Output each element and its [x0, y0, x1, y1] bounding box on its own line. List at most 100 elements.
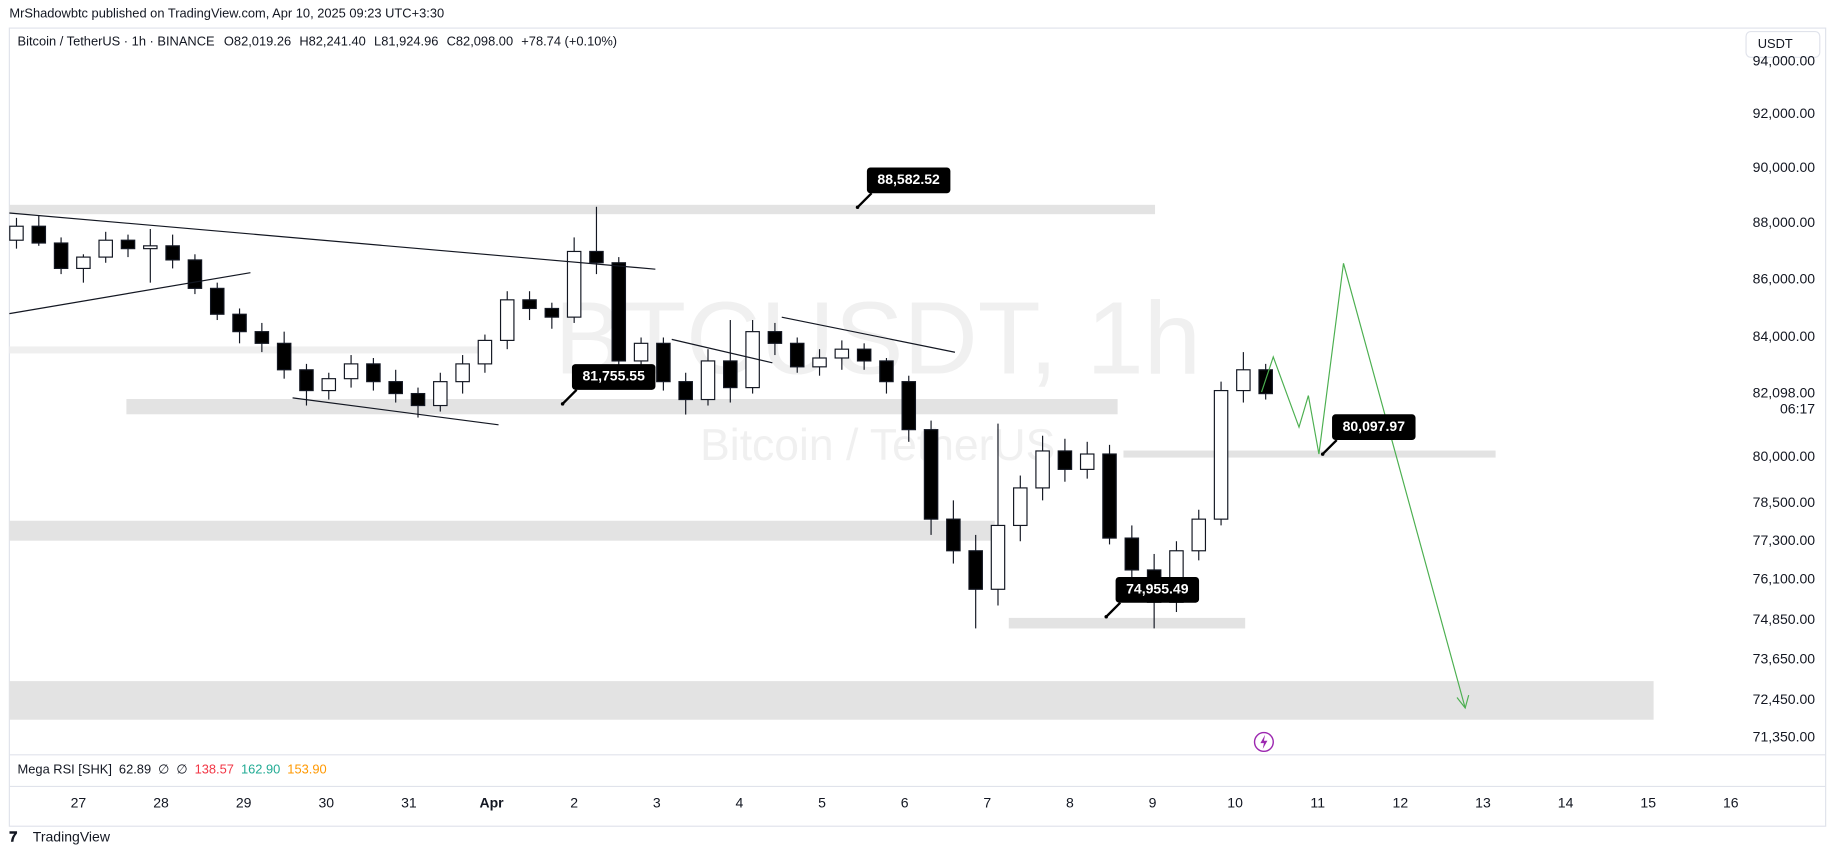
- trendlines: [9, 212, 956, 426]
- alert-icon[interactable]: [1253, 731, 1274, 753]
- candle-body: [856, 348, 872, 362]
- currency-button[interactable]: USDT: [1745, 31, 1821, 58]
- callout-box: [1115, 576, 1200, 603]
- candle-body: [789, 342, 805, 368]
- last-price-label: 82,098.00: [1753, 384, 1816, 400]
- trendline: [671, 338, 773, 364]
- candle-body: [455, 363, 470, 383]
- callout-dot: [1104, 614, 1108, 619]
- y-tick-label: 84,000.00: [1753, 328, 1816, 344]
- frame: [8, 27, 1827, 827]
- y-tick-label: 72,450.00: [1753, 691, 1816, 707]
- indicator-value: ∅: [158, 761, 169, 776]
- symbol-title: Bitcoin / TetherUS · 1h · BINANCE: [18, 34, 215, 49]
- x-tick-label: 13: [1475, 795, 1491, 811]
- zones: [9, 204, 1654, 720]
- indicator-value: 153.90: [287, 761, 326, 776]
- y-tick-label: 86,000.00: [1753, 271, 1816, 287]
- trendline: [292, 397, 499, 426]
- x-tick-label: 28: [153, 795, 169, 811]
- candle-body: [1258, 369, 1273, 395]
- y-tick-label: 71,350.00: [1753, 728, 1816, 744]
- indicator-value: 138.57: [195, 761, 234, 776]
- projection: [1261, 263, 1470, 710]
- candle-body: [477, 339, 493, 365]
- candle-body: [1035, 450, 1050, 489]
- trendline: [9, 272, 251, 315]
- callout-dot: [1320, 452, 1325, 456]
- callout-box: [866, 167, 951, 194]
- x-tick-label: 29: [236, 795, 252, 811]
- x-tick-label: Apr: [479, 795, 504, 811]
- candle-body: [143, 245, 158, 250]
- callout-box: [571, 364, 656, 390]
- x-tick-label: 16: [1723, 795, 1739, 811]
- y-tick-label: 73,650.00: [1753, 651, 1816, 667]
- indicator-value: ∅: [176, 761, 187, 776]
- callout-pointer: [561, 388, 578, 405]
- candle-body: [589, 250, 604, 264]
- zone: [126, 399, 1118, 415]
- y-tick-label: 74,850.00: [1753, 611, 1816, 627]
- ohlc-value: O82,019.26: [224, 34, 291, 49]
- candle-body: [1102, 453, 1117, 539]
- candle-body: [812, 357, 827, 368]
- ohlc-value: +78.74 (+0.10%): [521, 34, 617, 49]
- y-tick-label: 76,100.00: [1753, 570, 1816, 586]
- alert-bolt: [1260, 734, 1268, 749]
- candle-body: [1079, 453, 1095, 470]
- candle-body: [343, 363, 359, 380]
- callout-label: 80,097.97: [1343, 418, 1406, 434]
- callout-pointer: [856, 192, 873, 209]
- candle-body: [76, 256, 91, 270]
- candle-body: [187, 259, 203, 289]
- publisher-line: MrShadowbtc published on TradingView.com…: [9, 5, 444, 20]
- x-tick-label: 11: [1310, 795, 1325, 811]
- trendline: [9, 212, 656, 270]
- y-tick-label: 90,000.00: [1753, 159, 1816, 175]
- candle-body: [1124, 537, 1140, 571]
- candle-body: [633, 342, 649, 362]
- x-tick-label: 4: [735, 795, 743, 811]
- x-tick-label: 14: [1558, 795, 1574, 811]
- countdown: 06:17: [1780, 401, 1815, 417]
- indicator-value: 162.90: [241, 761, 280, 776]
- projection-arrowhead: [1456, 694, 1470, 710]
- candle-body: [879, 360, 894, 383]
- callout-label: 81,755.55: [582, 368, 645, 384]
- candle-body: [990, 524, 1006, 590]
- footer-logo: TradingView: [33, 829, 111, 845]
- zone: [9, 204, 1156, 215]
- candle-body: [276, 342, 292, 371]
- x-tick-label: 8: [1066, 795, 1074, 811]
- zone: [1123, 450, 1496, 458]
- candle-body: [9, 225, 24, 241]
- y-tick-label: 80,000.00: [1753, 448, 1816, 464]
- candle-body: [410, 392, 426, 407]
- x-tick-label: 9: [1149, 795, 1157, 811]
- x-tick-label: 30: [318, 795, 334, 811]
- candle-body: [566, 250, 582, 318]
- candle-body: [901, 381, 917, 431]
- candle-body: [1013, 487, 1028, 527]
- candle-body: [1213, 389, 1229, 520]
- candle-body: [31, 225, 47, 244]
- x-tick-label: 12: [1393, 795, 1409, 811]
- zone: [1008, 617, 1246, 629]
- indicator-value: 62.89: [119, 761, 151, 776]
- candle-body: [544, 307, 560, 318]
- callout-dot: [560, 402, 565, 406]
- x-tick-label: 2: [570, 795, 578, 811]
- currency-button-label[interactable]: USDT: [1758, 36, 1793, 51]
- callout-box: [1332, 414, 1416, 441]
- x-tick-label: 7: [983, 795, 991, 811]
- currency-button-box[interactable]: [1745, 31, 1821, 58]
- candle-body: [232, 313, 247, 333]
- candle-body: [1191, 518, 1207, 552]
- candles: [9, 206, 1273, 629]
- zone: [9, 681, 1654, 720]
- candle-body: [656, 342, 671, 383]
- callout-dot: [855, 205, 860, 210]
- x-tick-label: 10: [1227, 795, 1243, 811]
